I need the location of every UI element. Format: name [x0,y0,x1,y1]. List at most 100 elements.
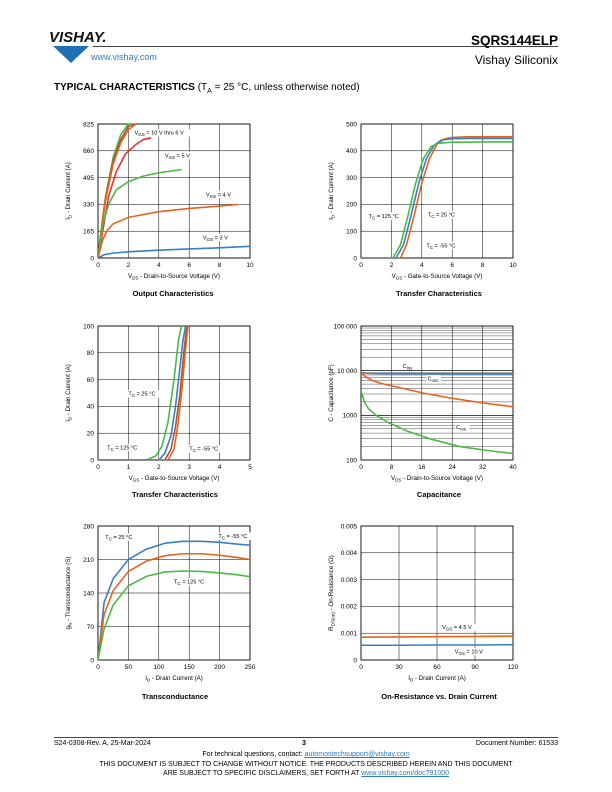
series-line [361,371,513,408]
footer-disclaimer-link[interactable]: www.vishay.com/doc?91000 [361,770,450,777]
x-tick-label: 6 [187,262,191,269]
y-tick-label: 210 [83,557,94,564]
x-tick-label: 32 [479,464,487,471]
section-heading: TYPICAL CHARACTERISTICS (TA = 25 °C, unl… [54,82,360,95]
header-rule [93,46,558,47]
annotation-background [401,362,417,370]
series-annotation: TC = -55 °C [189,447,218,454]
x-tick-label: 4 [420,262,424,269]
x-tick-label: 4 [218,464,222,471]
part-number: SQRS144ELP [470,33,558,48]
y-tick-label: 0.004 [341,550,358,557]
y-tick-label: 100 [83,323,94,330]
section-conditions-pre: (T [197,82,208,93]
annotation-background [127,390,161,398]
footer-page-number: 3 [302,740,306,747]
chart-title-transfer-2: Transfer Characteristics [132,490,218,499]
x-tick-label: 8 [481,262,485,269]
x-tick-label: 3 [187,464,191,471]
x-tick-label: 8 [390,464,394,471]
x-axis-label: VGS - Gate-to-Source Voltage (V) [129,475,220,483]
footer-contact-label: For technical questions, contact: [202,751,305,758]
y-tick-label: 0.002 [341,604,358,611]
x-tick-label: 0 [96,664,100,671]
y-axis-label: ID - Drain Current (A) [65,162,73,220]
y-tick-label: 825 [83,121,94,128]
x-tick-label: 0 [96,464,100,471]
annotation-background [426,210,460,219]
y-tick-label: 0 [353,255,357,262]
footer-disclaimer-2-text: ARE SUBJECT TO SPECIFIC DISCLAIMERS, SET… [162,770,362,777]
annotation-background [163,151,193,160]
y-tick-label: 60 [87,377,95,384]
section-title: TYPICAL CHARACTERISTICS [54,82,195,93]
annotation-background [441,623,476,632]
x-tick-label: 40 [509,464,517,471]
x-tick-label: 1 [127,464,131,471]
x-tick-label: 8 [218,262,222,269]
chart-capacitance: 0 8 16 24 32 40 100 1000 10 000 100 000 VDS - Drai… [323,322,523,492]
series-line [361,371,513,375]
series-line [361,390,513,455]
series-annotation: TC = 125 °C [107,445,137,452]
y-tick-label: 20 [87,431,95,438]
x-tick-label: 0 [359,664,363,671]
x-tick-label: 2 [127,262,131,269]
series-line [98,168,182,258]
x-tick-label: 50 [125,664,133,671]
x-tick-label: 10 [246,262,254,269]
annotation-background [204,190,235,199]
x-axis-label: ID - Drain Current (A) [408,675,466,683]
series-line [98,570,250,660]
chart-svg: 0 1 2 3 4 5 0 20 40 60 80 100 VGS - Gate-to-Source V… [65,323,252,483]
series-annotation: TC = 125 °C [369,214,399,221]
y-tick-label: 0.003 [341,577,358,584]
chart-svg: 0 30 60 90 120 0 0.001 0.002 0.003 0.004 0.005 ID -… [328,523,519,683]
x-tick-label: 200 [214,664,225,671]
series-line [361,137,513,258]
y-tick-label: 300 [346,175,357,182]
y-tick-label: 400 [346,148,357,155]
chart-svg: 0 8 16 24 32 40 100 1000 10 000 100 000 VDS - Drai… [328,323,517,483]
vishay-logo: VISHAY. [49,25,119,70]
plot-frame [360,123,514,259]
x-tick-label: 250 [245,664,256,671]
plot-frame [97,123,251,259]
series-line [361,136,513,258]
y-tick-label: 0 [90,255,94,262]
y-tick-label: 330 [83,202,94,209]
series-annotation: Crss [456,425,467,432]
x-tick-label: 90 [471,664,479,671]
annotation-background [425,241,461,250]
x-tick-label: 100 [153,664,164,671]
chart-title-transconductance: Transconductance [141,692,209,701]
annotation-background [104,533,137,541]
x-tick-label: 16 [418,464,426,471]
series-line [98,540,250,660]
chart-svg: 0 2 4 6 8 10 0 165 330 495 660 825 VDS - Drain-to-So… [65,121,254,280]
chart-transfer-characteristics-1: 0 2 4 6 8 10 0 100 200 300 400 500 VGS - Gate-to-Sou… [323,120,523,290]
series-annotation: TC = 125 °C [174,579,204,586]
x-axis-label: VDS - Drain-to-Source Voltage (V) [391,475,483,483]
y-tick-label: 140 [83,590,94,597]
header-url[interactable]: www.vishay.com [91,52,157,62]
x-tick-label: 2 [390,262,394,269]
footer-doc-number: Document Number: 61533 [475,740,558,747]
x-tick-label: 24 [449,464,457,471]
x-axis-label: ID - Drain Current (A) [145,675,203,683]
annotation-background [453,647,486,656]
x-axis-label: VGS - Gate-to-Source Voltage (V) [392,273,483,281]
x-tick-label: 10 [509,262,517,269]
x-tick-label: 0 [359,262,363,269]
series-line [361,635,513,639]
footer-contact-link[interactable]: automostechsupport@vishay.com [304,751,410,758]
chart-title-output: Output Characteristics [132,289,214,298]
series-line [98,325,189,460]
x-tick-label: 6 [450,262,454,269]
series-annotation: Ciss [403,364,413,371]
y-tick-label: 660 [83,148,94,155]
x-tick-label: 60 [433,664,441,671]
x-tick-label: 4 [157,262,161,269]
chart-on-resistance: 0 30 60 90 120 0 0.001 0.002 0.003 0.004 0.005 ID -… [323,522,523,692]
